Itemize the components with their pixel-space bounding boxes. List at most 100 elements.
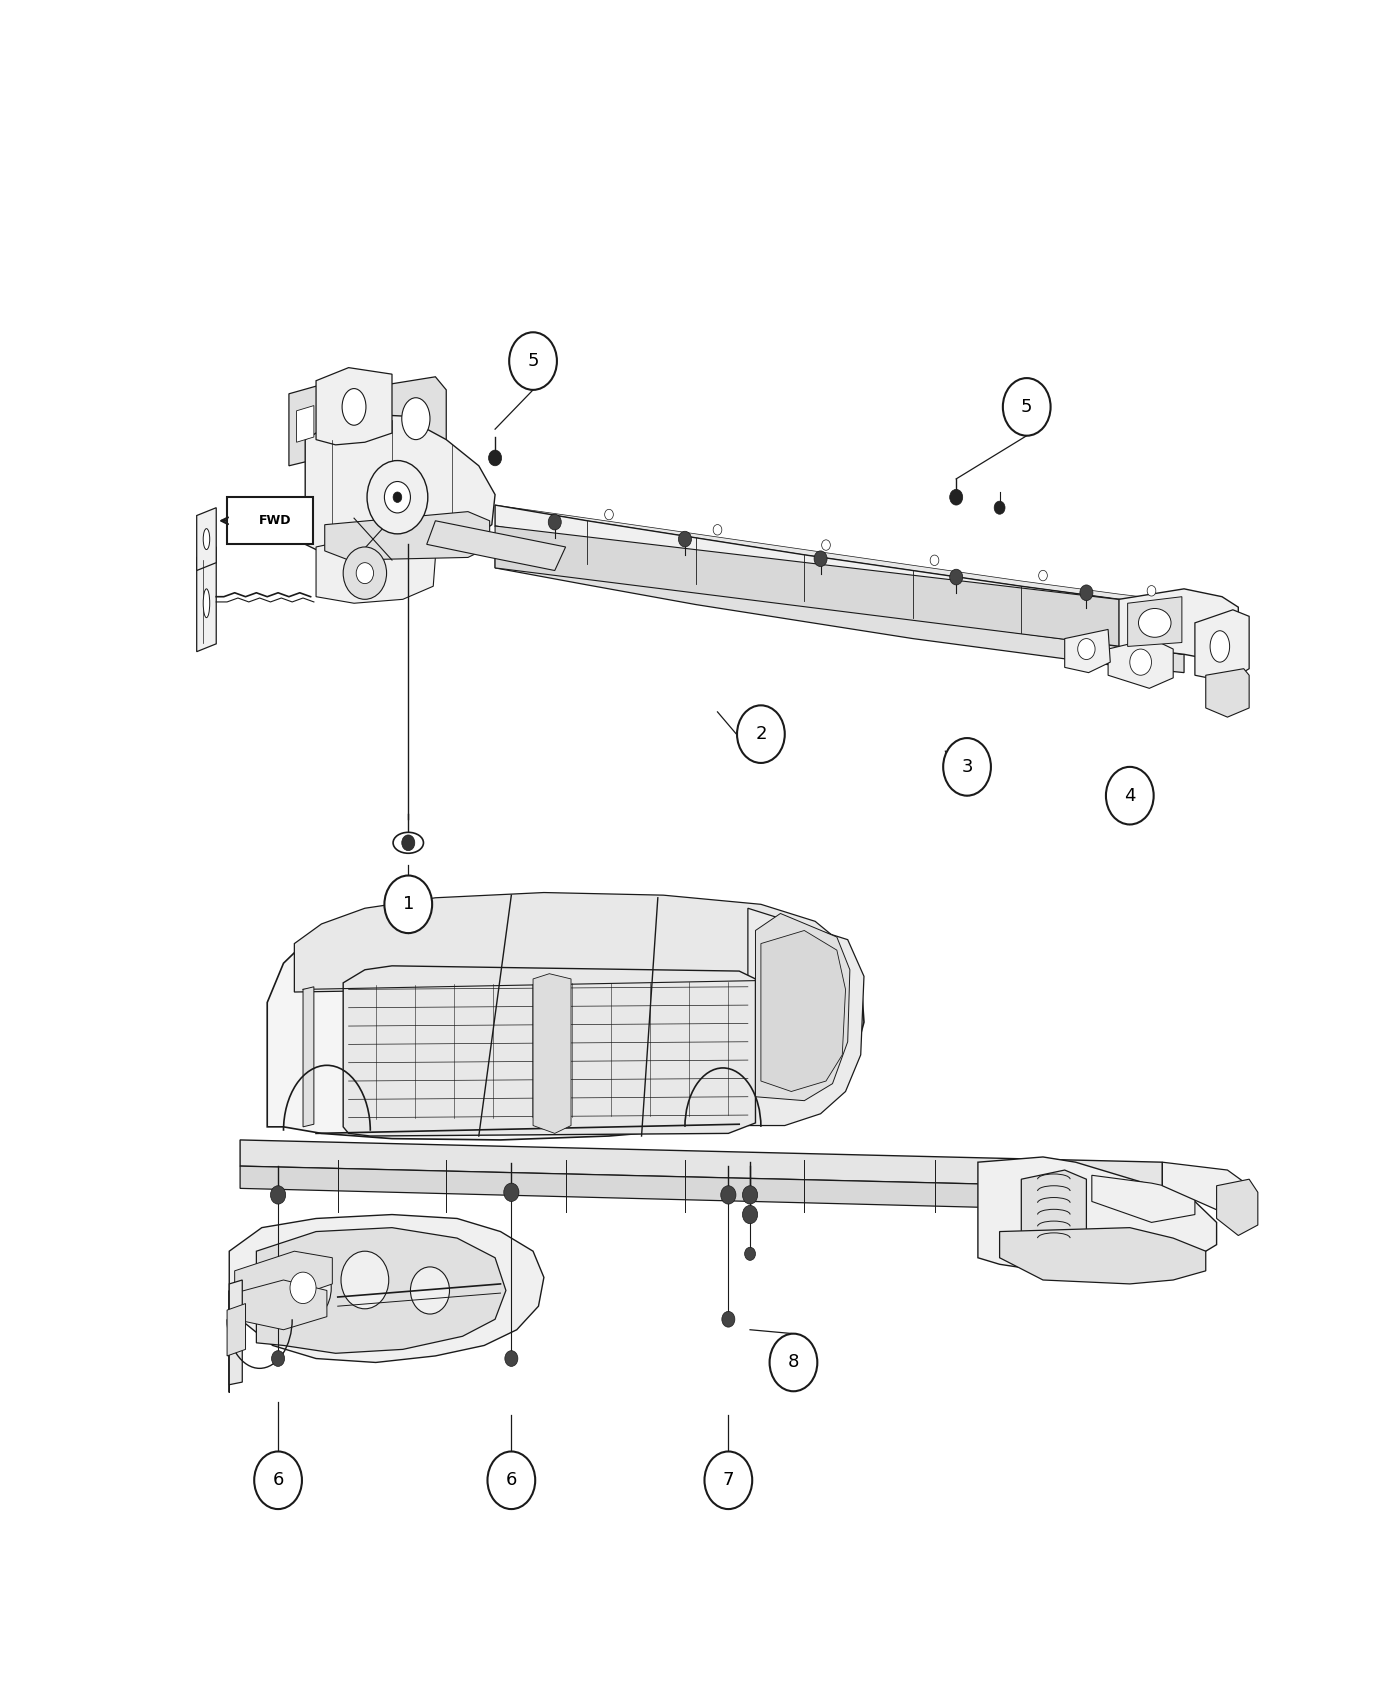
Polygon shape xyxy=(496,525,1184,654)
Ellipse shape xyxy=(393,833,423,853)
Polygon shape xyxy=(297,406,314,442)
Polygon shape xyxy=(227,1304,245,1357)
Ellipse shape xyxy=(1210,631,1229,663)
Polygon shape xyxy=(427,520,566,571)
Polygon shape xyxy=(1022,1170,1086,1251)
Text: 7: 7 xyxy=(722,1470,734,1489)
Circle shape xyxy=(742,1187,757,1204)
Polygon shape xyxy=(256,1227,505,1353)
Polygon shape xyxy=(533,974,571,1134)
Polygon shape xyxy=(1109,639,1173,689)
Ellipse shape xyxy=(203,529,210,549)
Polygon shape xyxy=(196,547,216,651)
Polygon shape xyxy=(1092,1175,1196,1222)
Circle shape xyxy=(1078,639,1095,660)
Circle shape xyxy=(1106,767,1154,824)
Ellipse shape xyxy=(1138,609,1170,638)
Polygon shape xyxy=(1064,629,1110,673)
Polygon shape xyxy=(496,547,1184,673)
Circle shape xyxy=(342,1251,389,1309)
Circle shape xyxy=(356,563,374,583)
Circle shape xyxy=(290,1272,316,1304)
Circle shape xyxy=(255,1452,302,1510)
Circle shape xyxy=(489,450,501,466)
Polygon shape xyxy=(241,1141,1162,1188)
Ellipse shape xyxy=(342,389,365,425)
Circle shape xyxy=(822,541,830,551)
Circle shape xyxy=(679,532,692,547)
Polygon shape xyxy=(496,505,1184,607)
Polygon shape xyxy=(325,512,490,559)
Polygon shape xyxy=(343,966,756,1136)
Text: 4: 4 xyxy=(1124,787,1135,804)
Polygon shape xyxy=(235,1251,332,1297)
Polygon shape xyxy=(1196,610,1249,682)
Circle shape xyxy=(272,1352,284,1367)
Circle shape xyxy=(770,1334,818,1391)
Text: FWD: FWD xyxy=(259,515,291,527)
Circle shape xyxy=(713,525,722,536)
Circle shape xyxy=(393,491,402,503)
Circle shape xyxy=(605,510,613,520)
Text: 6: 6 xyxy=(505,1470,517,1489)
Polygon shape xyxy=(305,413,496,558)
Polygon shape xyxy=(302,986,314,1127)
Polygon shape xyxy=(756,913,850,1100)
Polygon shape xyxy=(196,508,216,571)
Circle shape xyxy=(721,1187,736,1204)
Circle shape xyxy=(274,1255,332,1323)
Circle shape xyxy=(930,556,939,566)
Polygon shape xyxy=(762,930,846,1091)
Text: 5: 5 xyxy=(1021,398,1032,416)
Polygon shape xyxy=(1205,668,1249,717)
Polygon shape xyxy=(386,377,447,459)
Polygon shape xyxy=(1127,597,1182,646)
Polygon shape xyxy=(230,1214,545,1392)
Circle shape xyxy=(402,835,414,850)
Polygon shape xyxy=(748,908,864,1125)
Ellipse shape xyxy=(402,398,430,440)
Circle shape xyxy=(1002,377,1050,435)
Circle shape xyxy=(742,1205,757,1224)
Circle shape xyxy=(1079,585,1093,600)
Circle shape xyxy=(1147,585,1156,597)
Text: 8: 8 xyxy=(788,1353,799,1372)
Circle shape xyxy=(510,332,557,389)
Polygon shape xyxy=(316,367,392,445)
Text: 6: 6 xyxy=(273,1470,284,1489)
Circle shape xyxy=(813,551,827,566)
Polygon shape xyxy=(1000,1227,1205,1284)
Circle shape xyxy=(949,490,963,505)
Polygon shape xyxy=(1162,1163,1249,1214)
Circle shape xyxy=(410,1266,449,1314)
Text: 3: 3 xyxy=(962,758,973,775)
Circle shape xyxy=(745,1248,756,1260)
Circle shape xyxy=(949,570,963,585)
Polygon shape xyxy=(294,892,846,993)
Circle shape xyxy=(736,706,785,763)
Polygon shape xyxy=(1119,588,1238,663)
Ellipse shape xyxy=(203,588,210,617)
Circle shape xyxy=(704,1452,752,1510)
Circle shape xyxy=(487,1452,535,1510)
Circle shape xyxy=(944,738,991,796)
Circle shape xyxy=(270,1187,286,1204)
Polygon shape xyxy=(235,1280,326,1329)
Polygon shape xyxy=(267,898,864,1141)
Circle shape xyxy=(1130,649,1151,675)
Circle shape xyxy=(549,513,561,530)
Circle shape xyxy=(722,1311,735,1328)
Circle shape xyxy=(385,481,410,513)
Circle shape xyxy=(994,502,1005,513)
Polygon shape xyxy=(496,505,1184,626)
Circle shape xyxy=(1039,570,1047,581)
Polygon shape xyxy=(241,1166,1162,1212)
Circle shape xyxy=(504,1183,519,1202)
Polygon shape xyxy=(316,537,435,604)
Text: 1: 1 xyxy=(403,896,414,913)
Polygon shape xyxy=(1217,1180,1257,1236)
Circle shape xyxy=(505,1352,518,1367)
Circle shape xyxy=(343,547,386,600)
Text: 2: 2 xyxy=(755,726,767,743)
Circle shape xyxy=(367,461,428,534)
